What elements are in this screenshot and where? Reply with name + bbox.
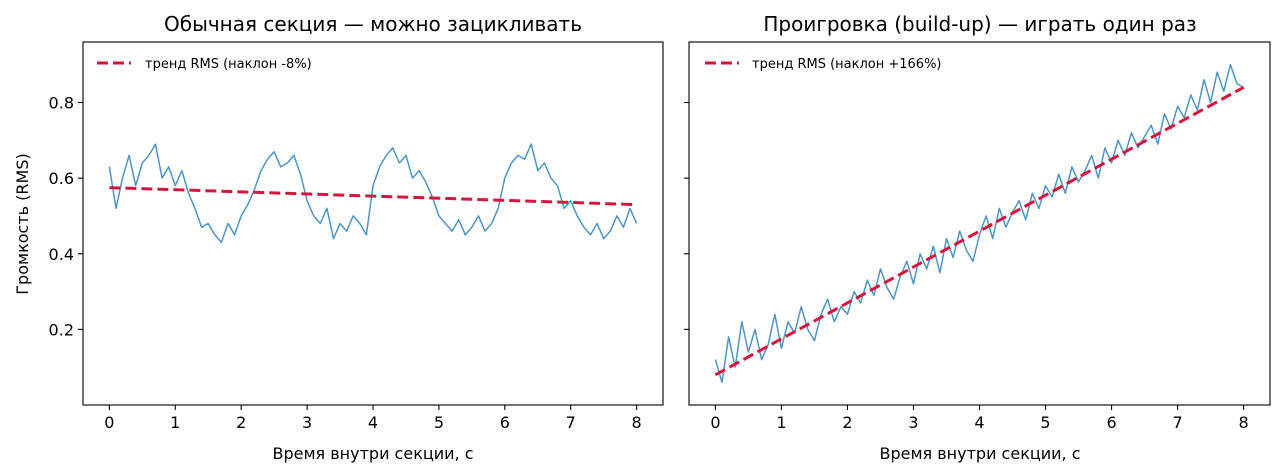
legend: тренд RMS (наклон -8%) [97,57,312,72]
x-tick-label: 1 [170,413,180,432]
axis-ticks: 0 1 2 3 4 5 6 7 8 [684,101,1249,432]
chart-panel-regular-section: Обычная секция — можно зацикливать Время… [49,12,664,463]
x-tick-label: 7 [1172,413,1182,432]
series-trend-line [714,86,1245,377]
x-axis-label: Время внутри секции, с [272,444,473,463]
series-trend-line [109,186,637,207]
x-tick-label: 4 [368,413,378,432]
x-tick-label: 8 [632,413,642,432]
chart-title: Проигровка (build-up) — играть один раз [763,12,1196,36]
series-rms-line [108,143,638,244]
plot-area [714,63,1245,384]
y-tick-label: 0.4 [49,245,74,264]
series-rms-line [714,63,1244,384]
x-axis-label: Время внутри секции, с [879,444,1080,463]
x-tick-label: 3 [908,413,918,432]
x-tick-label: 0 [710,413,720,432]
chart-panel-build-up: Проигровка (build-up) — играть один раз … [684,12,1271,463]
plot-area [108,143,638,244]
y-tick-label: 0.8 [49,94,74,113]
y-tick-label: 0.2 [49,320,74,339]
x-tick-label: 7 [566,413,576,432]
x-tick-label: 6 [500,413,510,432]
axes-frame [688,41,1271,406]
x-tick-label: 3 [302,413,312,432]
y-tick-label: 0.6 [49,169,74,188]
x-tick-label: 5 [1040,413,1050,432]
x-tick-label: 2 [236,413,246,432]
x-tick-label: 1 [776,413,786,432]
x-tick-label: 0 [104,413,114,432]
axes-frame [82,41,664,406]
x-tick-label: 4 [974,413,984,432]
axis-ticks: 0 1 2 3 4 5 6 7 8 0.2 0.4 0.6 0.8 [49,94,642,433]
x-tick-label: 6 [1106,413,1116,432]
legend: тренд RMS (наклон +166%) [705,57,942,72]
x-tick-label: 8 [1238,413,1248,432]
legend-trend-label: тренд RMS (наклон -8%) [145,57,312,72]
y-axis-label: Громкость (RMS) [13,153,32,294]
x-tick-label: 2 [842,413,852,432]
legend-trend-label: тренд RMS (наклон +166%) [752,57,942,72]
x-tick-label: 5 [434,413,444,432]
chart-title: Обычная секция — можно зацикливать [164,12,582,36]
